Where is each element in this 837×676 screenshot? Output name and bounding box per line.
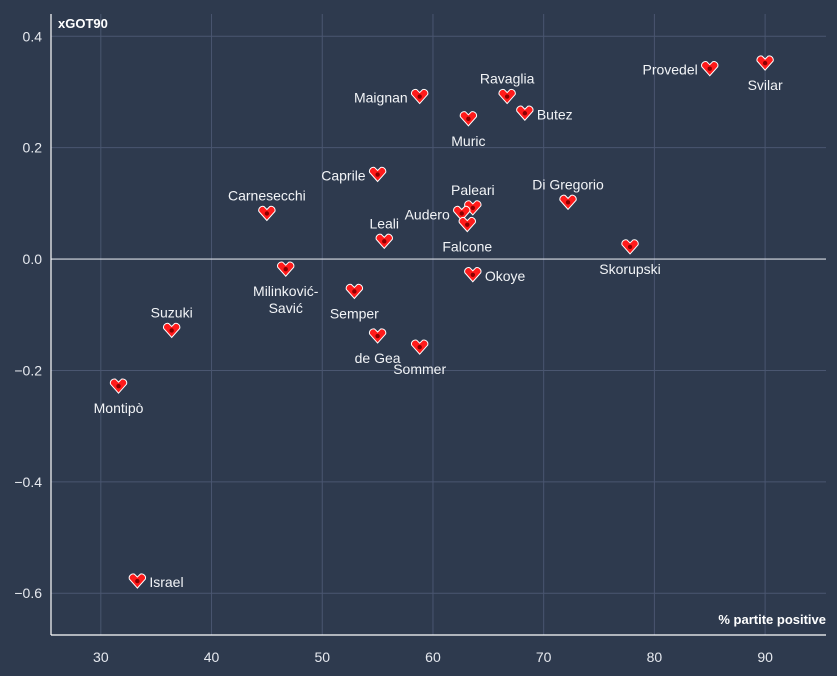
point-marker-core	[466, 116, 471, 122]
data-point: Semper	[330, 283, 379, 321]
point-marker-core	[116, 383, 121, 389]
point-marker-core	[264, 211, 270, 216]
point-marker-core	[283, 266, 288, 272]
point-label: Paleari	[451, 182, 495, 198]
data-point: de Gea	[355, 328, 401, 366]
data-point: Muric	[451, 111, 486, 149]
y-tick-label: −0.4	[14, 474, 42, 490]
point-marker-core	[627, 244, 633, 250]
point-label: Svilar	[748, 77, 783, 93]
point-marker-core	[382, 239, 387, 244]
point-marker-core	[135, 578, 140, 584]
data-point: Provedel	[642, 61, 719, 78]
x-tick-label: 60	[425, 649, 441, 665]
point-label: Butez	[537, 106, 573, 122]
point-label: Milinković-Savić	[253, 283, 319, 316]
point-marker-core	[417, 94, 422, 99]
data-point: Audero	[405, 205, 471, 223]
point-label: Suzuki	[151, 304, 193, 320]
data-point: Carnesecchi	[228, 188, 306, 222]
point-marker-core	[522, 111, 528, 116]
data-point: Milinković-Savić	[253, 261, 319, 316]
y-tick-label: 0.4	[23, 28, 43, 44]
data-point: Skorupski	[599, 239, 661, 277]
point-marker-core	[375, 172, 380, 177]
point-marker-core	[169, 328, 174, 333]
point-marker-core	[352, 289, 357, 294]
point-label: Falcone	[442, 239, 492, 255]
point-marker-core	[417, 344, 422, 350]
y-tick-label: 0.0	[23, 251, 43, 267]
point-label: Ravaglia	[480, 71, 535, 87]
data-point: Israel	[128, 573, 184, 590]
data-point: Okoye	[464, 267, 526, 284]
x-tick-label: 50	[314, 649, 330, 665]
data-point: Sommer	[393, 339, 446, 377]
data-point: Di Gregorio	[532, 176, 604, 211]
point-marker-core	[565, 200, 571, 205]
y-tick-label: 0.2	[23, 140, 43, 156]
point-label: Caprile	[321, 168, 366, 184]
point-marker-core	[459, 211, 464, 216]
data-point: Svilar	[748, 55, 783, 93]
x-tick-label: 90	[757, 649, 773, 665]
point-marker-core	[762, 60, 768, 66]
y-tick-label: −0.2	[14, 362, 42, 378]
point-label: Israel	[149, 574, 183, 590]
x-tick-label: 30	[93, 649, 109, 665]
point-label: Leali	[369, 215, 399, 231]
point-label: Di Gregorio	[532, 176, 604, 192]
y-axis-label: xGOT90	[58, 16, 108, 31]
point-marker-core	[465, 222, 470, 227]
data-point: Maignan	[354, 88, 429, 106]
data-point: Butez	[516, 105, 573, 122]
point-label: Carnesecchi	[228, 188, 306, 204]
point-marker-core	[375, 333, 380, 339]
point-label: Montipò	[94, 400, 144, 416]
point-marker-core	[470, 205, 476, 211]
point-label: Semper	[330, 305, 379, 321]
point-marker-core	[470, 272, 476, 277]
point-marker-core	[504, 94, 510, 99]
point-label: de Gea	[355, 350, 401, 366]
x-axis-label: % partite positive	[718, 612, 826, 627]
data-point: Caprile	[321, 166, 387, 184]
grid	[51, 14, 826, 635]
data-point: Paleari	[451, 182, 495, 216]
point-label: Maignan	[354, 90, 408, 106]
point-label: Sommer	[393, 361, 446, 377]
data-point: Leali	[369, 215, 399, 250]
axis-ticks: 30 40 50 60 70 80 90 0.4 0.2 0.0 −0.2 −0.4 −0.6	[14, 28, 773, 665]
point-label: Muric	[451, 133, 485, 149]
data-point: Suzuki	[151, 304, 193, 339]
point-label: Audero	[405, 207, 450, 223]
x-tick-label: 40	[204, 649, 220, 665]
point-marker-core	[707, 66, 712, 71]
data-point: Montipò	[94, 378, 144, 416]
data-point: Falcone	[442, 216, 492, 255]
x-tick-label: 80	[647, 649, 663, 665]
point-label: Provedel	[642, 62, 697, 78]
point-label: Skorupski	[599, 261, 660, 277]
data-points: Provedel Svilar Ravaglia Butez Maignan Muric C…	[94, 55, 783, 590]
y-tick-label: −0.6	[14, 585, 42, 601]
point-label: Okoye	[485, 268, 526, 284]
data-point: Ravaglia	[480, 71, 535, 105]
x-tick-label: 70	[536, 649, 552, 665]
